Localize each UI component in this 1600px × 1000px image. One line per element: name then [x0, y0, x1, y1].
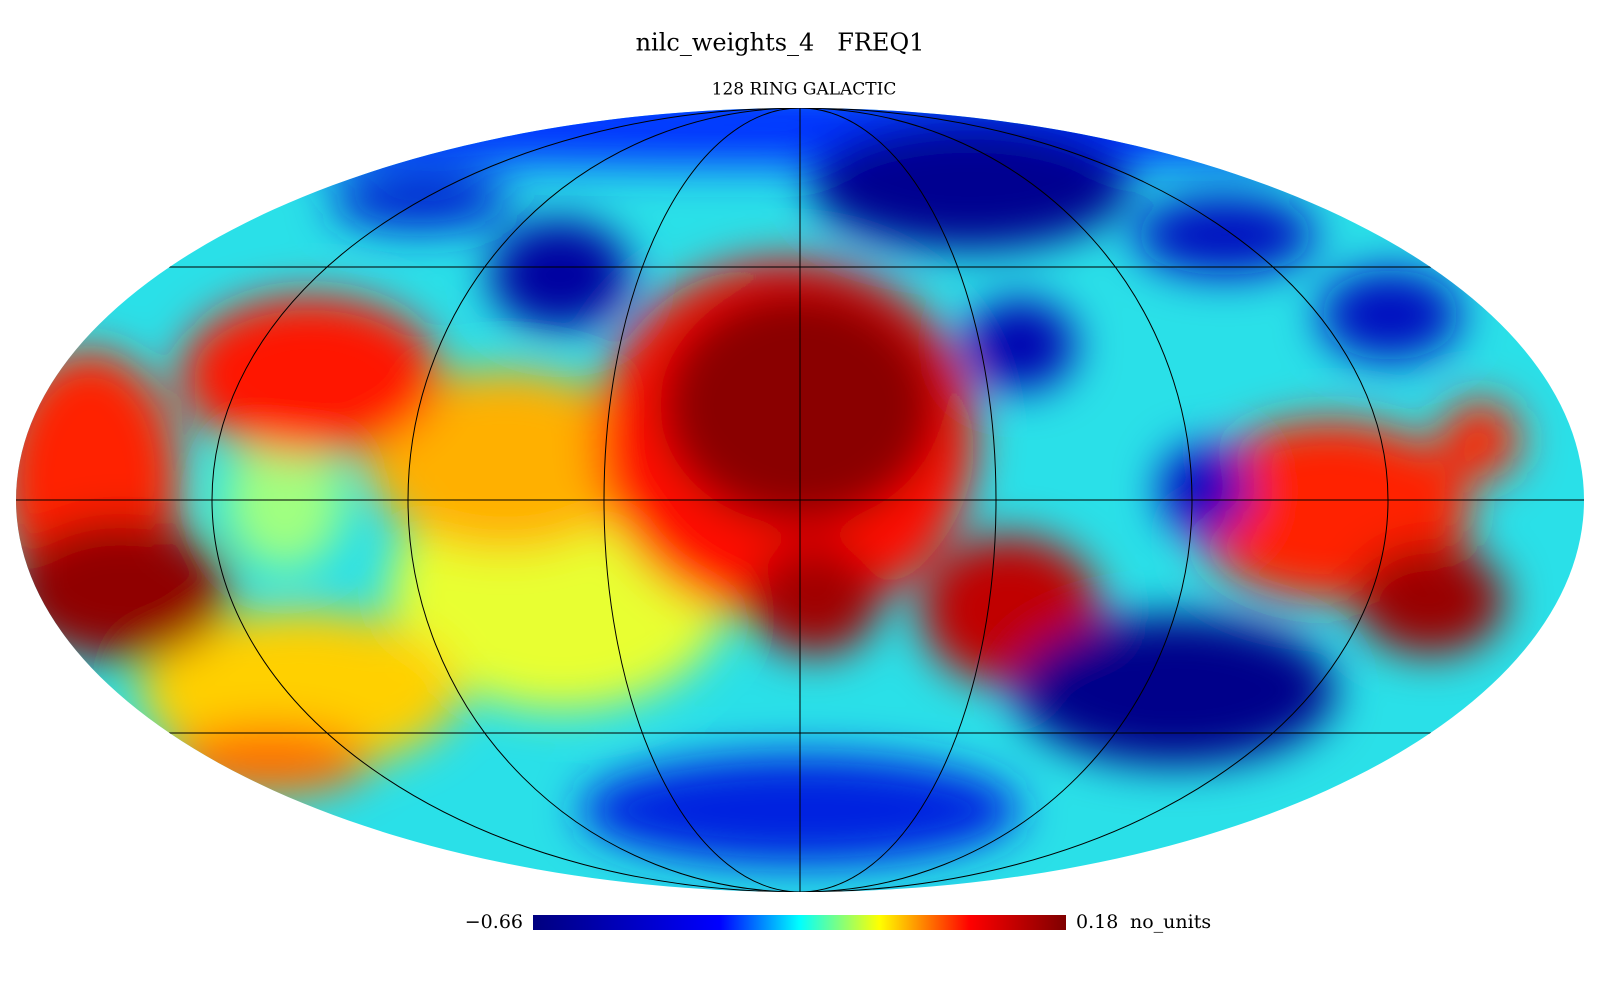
- colorbar-min: −0.66: [465, 911, 523, 933]
- map-title: nilc_weights_4 FREQ1: [636, 29, 925, 57]
- mollweide-map: [16, 108, 1584, 892]
- colorbar: [533, 915, 1066, 930]
- map-subtitle: 128 RING GALACTIC: [712, 80, 897, 100]
- graticule: [16, 108, 1584, 892]
- colorbar-max: 0.18: [1076, 911, 1118, 933]
- colorbar-unit: no_units: [1130, 911, 1211, 933]
